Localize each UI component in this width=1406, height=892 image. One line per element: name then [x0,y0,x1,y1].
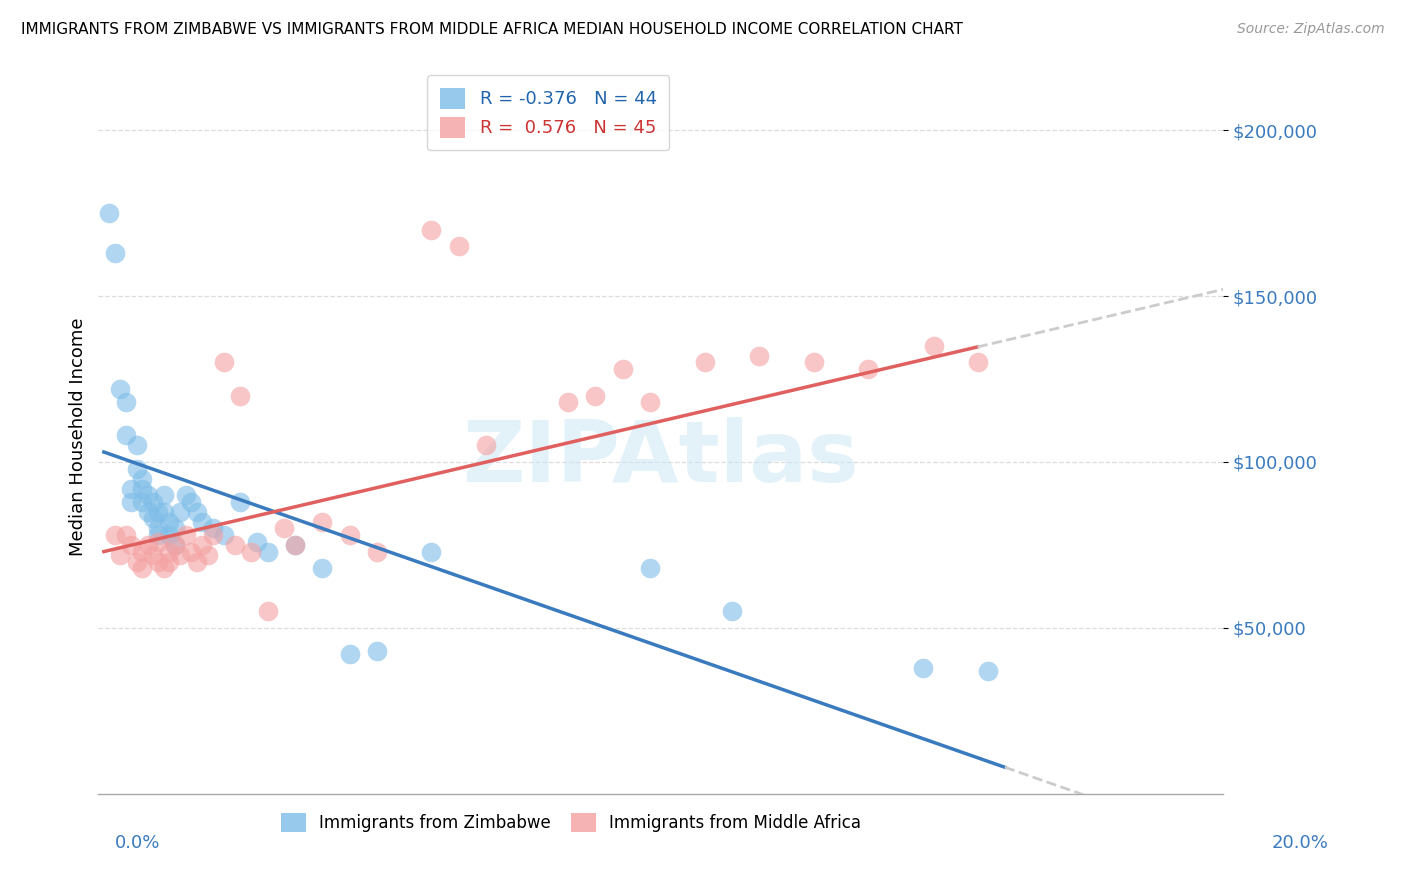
Point [104,528,127,542]
Point [153,561,176,575]
Point [98,206,121,220]
Point [240,544,263,558]
Point [966,355,988,369]
Point [693,355,716,369]
Legend: Immigrants from Zimbabwe, Immigrants from Middle Africa: Immigrants from Zimbabwe, Immigrants fro… [274,806,868,839]
Point [212,355,235,369]
Point [131,495,153,509]
Point [163,538,186,552]
Point [366,644,388,658]
Point [125,555,148,569]
Point [858,362,880,376]
Point [110,382,132,396]
Point [131,482,153,496]
Point [583,388,606,402]
Point [284,538,307,552]
Point [157,515,180,529]
Point [256,604,278,618]
Point [366,544,388,558]
Point [120,482,142,496]
Point [339,648,361,662]
Point [157,544,180,558]
Point [148,534,170,549]
Point [131,472,153,486]
Point [922,339,945,353]
Point [174,528,197,542]
Point [136,538,159,552]
Point [136,488,159,502]
Point [612,362,634,376]
Point [557,395,579,409]
Point [136,505,159,519]
Point [157,555,180,569]
Text: 0.0%: 0.0% [115,834,160,852]
Text: 20.0%: 20.0% [1272,834,1329,852]
Point [163,538,186,552]
Point [447,239,470,253]
Point [191,538,214,552]
Point [148,555,170,569]
Point [748,349,770,363]
Point [803,355,825,369]
Point [180,544,202,558]
Point [311,515,333,529]
Point [256,544,278,558]
Point [142,511,165,525]
Point [148,528,170,542]
Point [131,561,153,575]
Point [120,495,142,509]
Point [186,555,208,569]
Point [911,661,934,675]
Point [475,438,498,452]
Point [638,561,661,575]
Point [229,495,252,509]
Point [110,548,132,562]
Point [125,461,148,475]
Point [720,604,742,618]
Point [197,548,219,562]
Point [191,515,214,529]
Point [284,538,307,552]
Point [114,428,136,442]
Text: IMMIGRANTS FROM ZIMBABWE VS IMMIGRANTS FROM MIDDLE AFRICA MEDIAN HOUSEHOLD INCOM: IMMIGRANTS FROM ZIMBABWE VS IMMIGRANTS F… [21,22,963,37]
Point [153,505,176,519]
Point [202,521,225,535]
Point [212,528,235,542]
Point [273,521,295,535]
Y-axis label: Median Household Income: Median Household Income [69,318,87,557]
Point [311,561,333,575]
Point [148,521,170,535]
Point [120,538,142,552]
Point [420,222,443,236]
Point [224,538,246,552]
Point [174,488,197,502]
Point [125,438,148,452]
Point [157,528,180,542]
Point [180,495,202,509]
Point [169,548,191,562]
Point [104,245,127,260]
Point [142,548,165,562]
Point [339,528,361,542]
Point [131,544,153,558]
Text: ZIPAtlas: ZIPAtlas [463,417,859,500]
Point [420,544,443,558]
Point [638,395,661,409]
Point [148,505,170,519]
Point [977,664,1000,678]
Point [163,521,186,535]
Point [153,488,176,502]
Text: Source: ZipAtlas.com: Source: ZipAtlas.com [1237,22,1385,37]
Point [169,505,191,519]
Point [246,534,269,549]
Point [142,495,165,509]
Point [186,505,208,519]
Point [202,528,225,542]
Point [229,388,252,402]
Point [114,395,136,409]
Point [114,528,136,542]
